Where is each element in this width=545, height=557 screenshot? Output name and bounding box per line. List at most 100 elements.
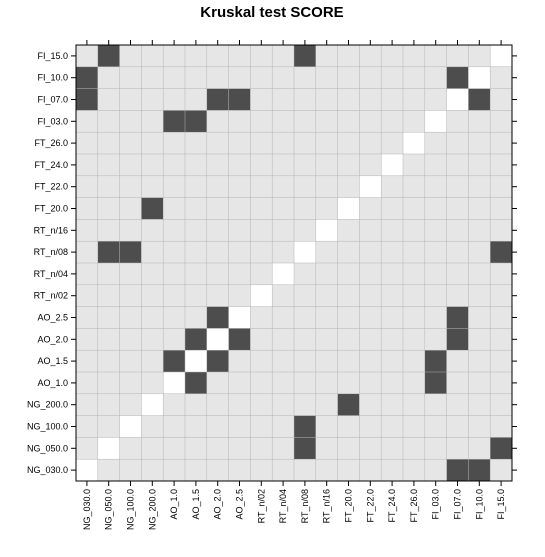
- y-tick-label: AO_2.0: [37, 334, 68, 344]
- heatmap-cell: [359, 241, 382, 263]
- heatmap-cell: [424, 393, 447, 416]
- x-tick-label: AO_2.0: [213, 489, 223, 520]
- heatmap-cell: [337, 110, 360, 133]
- heatmap-cell: [490, 437, 512, 460]
- heatmap-cell: [206, 197, 229, 220]
- heatmap-cell: [163, 110, 185, 133]
- heatmap-cell: [359, 415, 382, 438]
- heatmap-cell: [294, 175, 316, 198]
- heatmap-cell: [424, 350, 447, 372]
- heatmap-cell: [97, 66, 120, 89]
- heatmap-cell: [119, 45, 142, 67]
- x-tick-label: FT_22.0: [365, 489, 375, 523]
- heatmap-cell: [163, 263, 185, 285]
- heatmap-cell: [185, 219, 207, 242]
- heatmap-cell: [272, 393, 294, 416]
- heatmap-cell: [185, 306, 207, 329]
- heatmap-cell: [446, 415, 469, 438]
- y-tick-label: NG_030.0: [27, 465, 68, 475]
- heatmap-cell: [403, 459, 425, 481]
- heatmap-cell: [163, 154, 185, 176]
- heatmap-cell: [359, 132, 382, 154]
- heatmap-cell: [206, 459, 229, 481]
- heatmap-cell: [446, 197, 469, 220]
- heatmap-cell: [228, 175, 251, 198]
- heatmap-cell: [381, 132, 403, 154]
- heatmap-cell: [446, 459, 469, 481]
- heatmap-cell: [446, 328, 469, 351]
- heatmap-cell: [141, 437, 164, 460]
- heatmap-cell: [97, 459, 120, 481]
- x-tick-label: FT_24.0: [387, 489, 397, 523]
- heatmap-cell: [359, 45, 382, 67]
- heatmap-cell: [468, 306, 491, 329]
- heatmap-cell: [294, 88, 316, 111]
- heatmap-cell: [294, 132, 316, 154]
- heatmap-cell: [359, 437, 382, 460]
- heatmap-cell: [446, 132, 469, 154]
- heatmap-cell: [228, 45, 251, 67]
- heatmap-cell: [206, 328, 229, 351]
- heatmap-cell: [359, 393, 382, 416]
- heatmap-cell: [315, 45, 338, 67]
- heatmap-cell: [446, 66, 469, 89]
- heatmap-cell: [228, 459, 251, 481]
- heatmap-cell: [163, 219, 185, 242]
- x-tick-label: NG_200.0: [147, 489, 157, 530]
- heatmap-cell: [337, 241, 360, 263]
- heatmap-cell: [206, 175, 229, 198]
- heatmap-cell: [206, 437, 229, 460]
- heatmap-cell: [163, 241, 185, 263]
- heatmap-cell: [97, 415, 120, 438]
- heatmap-cell: [141, 219, 164, 242]
- heatmap-cell: [381, 88, 403, 111]
- heatmap-cell: [185, 284, 207, 307]
- heatmap-cell: [163, 66, 185, 89]
- heatmap-cell: [119, 241, 142, 263]
- x-tick-label: RT_n/08: [300, 489, 310, 523]
- heatmap-cell: [403, 197, 425, 220]
- heatmap-cell: [76, 241, 98, 263]
- heatmap-cell: [272, 219, 294, 242]
- heatmap-cell: [337, 263, 360, 285]
- heatmap-cell: [446, 219, 469, 242]
- heatmap-cell: [272, 328, 294, 351]
- heatmap-cell: [490, 154, 512, 176]
- heatmap-cell: [315, 175, 338, 198]
- heatmap-cell: [76, 45, 98, 67]
- heatmap-cell: [97, 175, 120, 198]
- heatmap-cell: [468, 110, 491, 133]
- heatmap-cell: [228, 350, 251, 372]
- x-tick-label: AO_1.0: [169, 489, 179, 520]
- heatmap-cell: [76, 328, 98, 351]
- y-tick-label: AO_2.5: [37, 313, 68, 323]
- heatmap-cell: [250, 88, 273, 111]
- heatmap-cell: [468, 328, 491, 351]
- heatmap-cell: [119, 284, 142, 307]
- heatmap-cell: [490, 66, 512, 89]
- heatmap-cell: [315, 154, 338, 176]
- heatmap-cell: [250, 350, 273, 372]
- heatmap-cell: [381, 393, 403, 416]
- x-tick-label: RT_n/02: [256, 489, 266, 523]
- gridlines: [76, 45, 512, 481]
- heatmap-cell: [272, 459, 294, 481]
- heatmap-cell: [206, 372, 229, 394]
- heatmap-cell: [315, 415, 338, 438]
- heatmap-cell: [250, 45, 273, 67]
- heatmap-cell: [250, 459, 273, 481]
- heatmap-cell: [76, 437, 98, 460]
- y-tick-label: RT_n/16: [34, 225, 68, 235]
- heatmap-cell: [141, 350, 164, 372]
- heatmap-cell: [141, 284, 164, 307]
- heatmap-cell: [468, 393, 491, 416]
- heatmap-cell: [76, 393, 98, 416]
- heatmap-cell: [446, 284, 469, 307]
- heatmap-cell: [403, 219, 425, 242]
- heatmap-cell: [424, 241, 447, 263]
- heatmap-cell: [228, 415, 251, 438]
- heatmap-cell: [250, 415, 273, 438]
- heatmap-cell: [119, 328, 142, 351]
- heatmap-cell: [76, 66, 98, 89]
- heatmap-cell: [424, 437, 447, 460]
